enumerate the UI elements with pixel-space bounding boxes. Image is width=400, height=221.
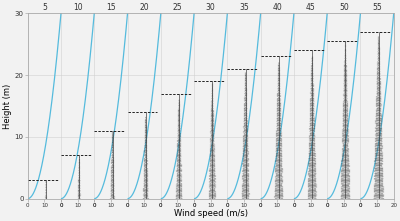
Y-axis label: Height (m): Height (m): [3, 83, 12, 129]
X-axis label: Wind speed (m/s): Wind speed (m/s): [174, 209, 248, 218]
